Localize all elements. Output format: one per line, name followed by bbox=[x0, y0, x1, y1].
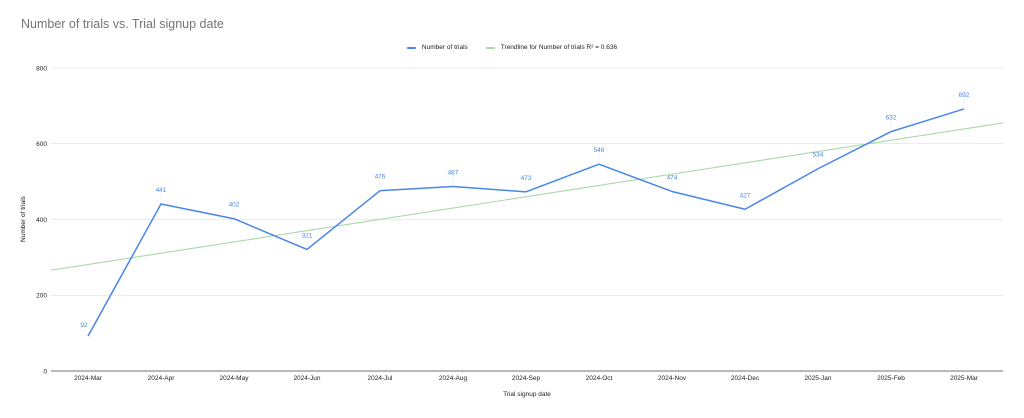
x-tick-label: 2024-Aug bbox=[439, 375, 468, 382]
legend-item-trendline[interactable]: Trendline for Number of trials R² = 0.63… bbox=[485, 44, 618, 51]
y-tick-label: 0 bbox=[43, 368, 47, 375]
data-label: 476 bbox=[375, 174, 386, 181]
data-label: 692 bbox=[959, 92, 970, 99]
legend-item-trials[interactable]: Number of trials bbox=[406, 44, 468, 51]
legend: Number of trials Trendline for Number of… bbox=[0, 44, 1024, 51]
legend-swatch-trials bbox=[406, 46, 416, 49]
y-tick-label: 600 bbox=[36, 141, 47, 148]
x-tick-label: 2024-Apr bbox=[148, 375, 176, 382]
data-labels: 92 441 402 321 476 487 473 546 474 427 534 632 692 bbox=[80, 92, 969, 329]
y-tick-label: 800 bbox=[36, 65, 47, 72]
gridlines bbox=[51, 67, 1003, 372]
x-tick-label: 2024-May bbox=[220, 375, 250, 382]
legend-label-trendline: Trendline for Number of trials R² = 0.63… bbox=[500, 44, 618, 51]
x-axis-label: Trial signup date bbox=[503, 391, 551, 398]
data-label: 402 bbox=[229, 202, 240, 209]
x-tick-label: 2025-Mar bbox=[950, 375, 979, 382]
y-tick-label: 200 bbox=[36, 293, 47, 300]
series-number-of-trials bbox=[87, 108, 965, 337]
trendline bbox=[50, 122, 1004, 271]
data-label: 546 bbox=[594, 147, 605, 154]
x-tick-label: 2024-Sep bbox=[512, 375, 541, 382]
x-tick-label: 2025-Jan bbox=[804, 375, 831, 382]
data-label: 321 bbox=[302, 232, 313, 239]
chart-title: Number of trials vs. Trial signup date bbox=[21, 17, 224, 31]
legend-swatch-trendline bbox=[485, 46, 495, 49]
x-tick-label: 2025-Feb bbox=[877, 375, 905, 382]
x-tick-label: 2024-Jun bbox=[293, 375, 320, 382]
x-axis-ticks: 2024-Mar 2024-Apr 2024-May 2024-Jun 2024-Jul… bbox=[74, 375, 979, 382]
data-label: 441 bbox=[156, 187, 167, 194]
y-axis-ticks: 0 200 400 600 800 bbox=[36, 65, 47, 375]
trendline-path bbox=[50, 122, 1004, 271]
data-label: 474 bbox=[667, 174, 678, 181]
x-tick-label: 2024-Oct bbox=[586, 375, 613, 382]
y-axis-label: Number of trials bbox=[20, 195, 27, 242]
data-label: 487 bbox=[448, 170, 459, 177]
data-label: 92 bbox=[80, 322, 88, 329]
x-tick-label: 2024-Jul bbox=[368, 375, 393, 382]
data-label: 632 bbox=[886, 115, 897, 122]
data-label: 473 bbox=[521, 175, 532, 182]
x-tick-label: 2024-Mar bbox=[74, 375, 103, 382]
data-label: 427 bbox=[740, 192, 751, 199]
data-label: 534 bbox=[813, 152, 824, 159]
x-tick-label: 2024-Nov bbox=[658, 375, 687, 382]
legend-label-trials: Number of trials bbox=[421, 44, 468, 51]
series-line[interactable] bbox=[87, 108, 965, 337]
y-tick-label: 400 bbox=[36, 217, 47, 224]
x-tick-label: 2024-Dec bbox=[731, 375, 760, 382]
